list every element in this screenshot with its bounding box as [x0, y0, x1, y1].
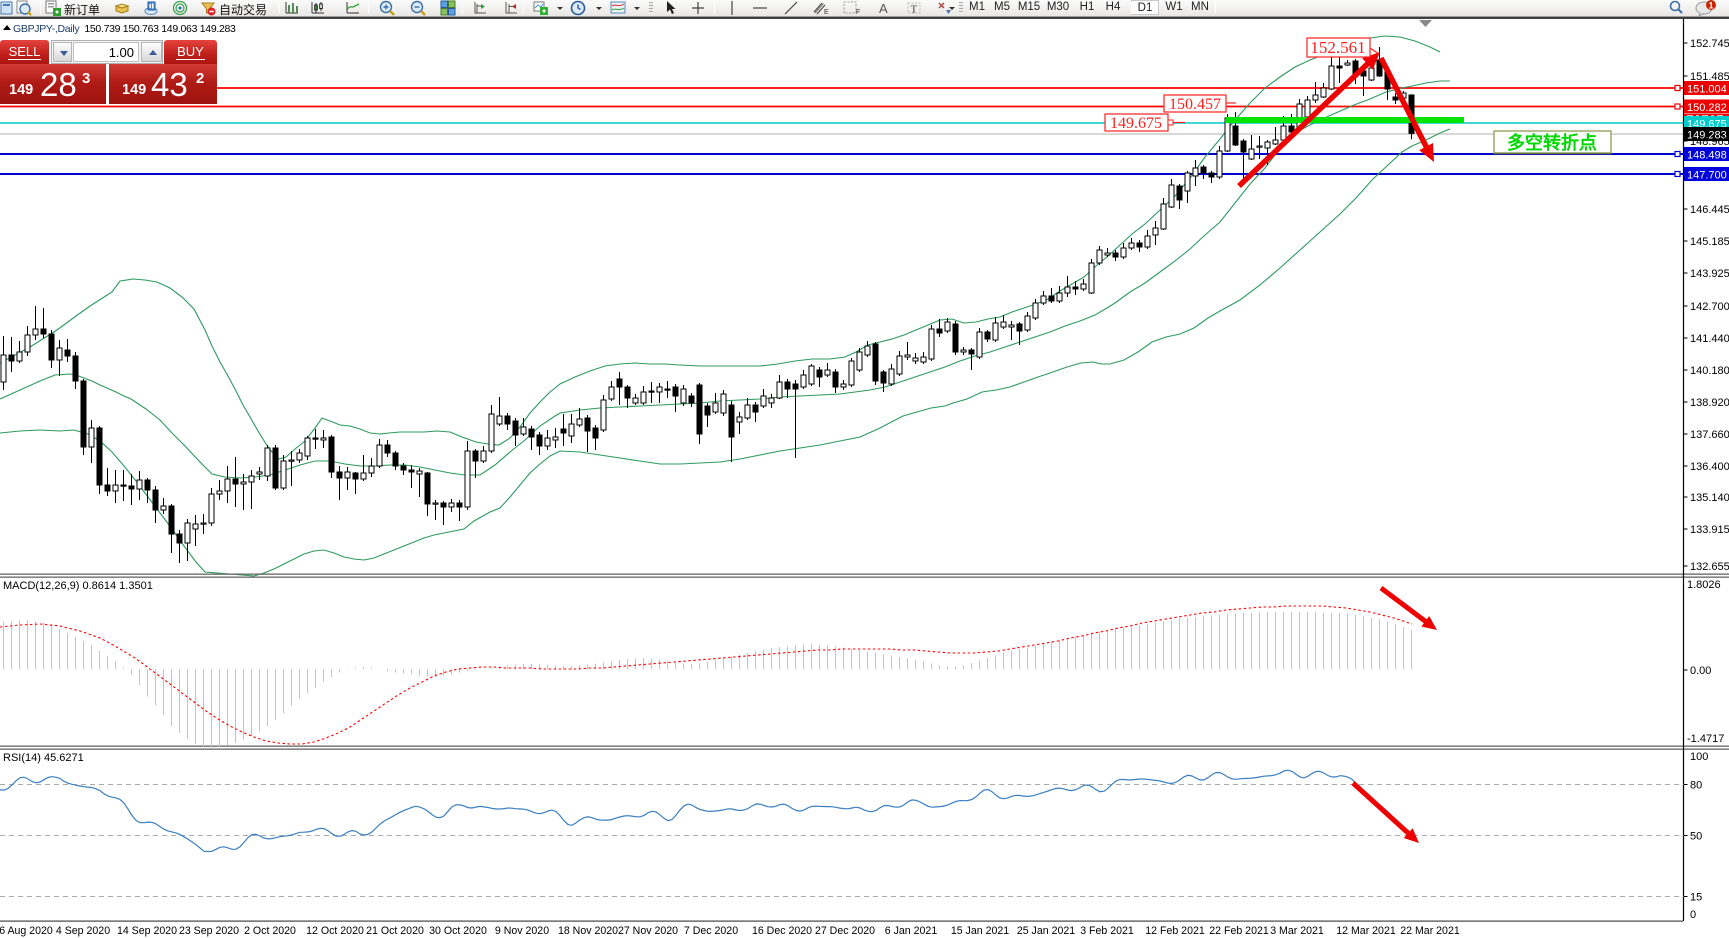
svg-text:136.400: 136.400: [1690, 461, 1729, 473]
svg-text:148.498: 148.498: [1687, 150, 1727, 162]
svg-text:27 Nov 2020: 27 Nov 2020: [618, 925, 678, 937]
svg-text:多空转折点: 多空转折点: [1507, 132, 1597, 153]
svg-text:1.8026: 1.8026: [1687, 579, 1721, 591]
svg-text:6 Jan 2021: 6 Jan 2021: [885, 925, 938, 937]
svg-text:21 Oct 2020: 21 Oct 2020: [366, 925, 424, 937]
svg-text:15 Jan 2021: 15 Jan 2021: [951, 925, 1009, 937]
svg-text:3 Mar 2021: 3 Mar 2021: [1270, 925, 1324, 937]
svg-text:132.655: 132.655: [1690, 561, 1729, 573]
svg-text:MACD(12,26,9) 0.8614 1.3501: MACD(12,26,9) 0.8614 1.3501: [3, 580, 153, 592]
svg-text:145.185: 145.185: [1690, 236, 1729, 248]
svg-text:27 Dec 2020: 27 Dec 2020: [815, 925, 875, 937]
svg-text:151.485: 151.485: [1690, 71, 1729, 83]
svg-text:142.700: 142.700: [1690, 301, 1729, 313]
svg-text:RSI(14) 45.6271: RSI(14) 45.6271: [3, 752, 84, 764]
svg-text:146.445: 146.445: [1690, 204, 1729, 216]
svg-text:12 Oct 2020: 12 Oct 2020: [306, 925, 364, 937]
svg-text:23 Sep 2020: 23 Sep 2020: [179, 925, 239, 937]
svg-text:14 Sep 2020: 14 Sep 2020: [117, 925, 177, 937]
svg-text:7 Dec 2020: 7 Dec 2020: [684, 925, 738, 937]
svg-text:143.925: 143.925: [1690, 268, 1729, 280]
svg-text:140.180: 140.180: [1690, 365, 1729, 377]
svg-text:A: A: [879, 1, 888, 16]
svg-text:F: F: [856, 9, 860, 16]
svg-text:15: 15: [1690, 892, 1702, 904]
svg-text:148.965: 148.965: [1690, 136, 1729, 148]
svg-text:141.440: 141.440: [1690, 333, 1729, 345]
svg-text:25 Jan 2021: 25 Jan 2021: [1017, 925, 1075, 937]
svg-text:6 Aug 2020: 6 Aug 2020: [0, 925, 53, 937]
svg-text:22 Feb 2021: 22 Feb 2021: [1209, 925, 1269, 937]
svg-text:133.915: 133.915: [1690, 524, 1729, 536]
svg-text:4 Sep 2020: 4 Sep 2020: [56, 925, 110, 937]
svg-text:12 Mar 2021: 12 Mar 2021: [1336, 925, 1396, 937]
svg-text:150.282: 150.282: [1687, 102, 1727, 114]
svg-text:2 Oct 2020: 2 Oct 2020: [244, 925, 296, 937]
svg-text:22 Mar 2021: 22 Mar 2021: [1400, 925, 1460, 937]
svg-text:149.283: 149.283: [1687, 130, 1727, 142]
svg-text:0: 0: [1690, 909, 1696, 921]
svg-text:3 Feb 2021: 3 Feb 2021: [1080, 925, 1134, 937]
svg-text:147.700: 147.700: [1687, 170, 1727, 182]
svg-text:152.745: 152.745: [1690, 38, 1729, 50]
svg-text:1: 1: [1708, 1, 1713, 11]
svg-text:50: 50: [1690, 831, 1702, 843]
svg-text:135.140: 135.140: [1690, 492, 1729, 504]
svg-text:12 Feb 2021: 12 Feb 2021: [1145, 925, 1205, 937]
svg-text:0.00: 0.00: [1690, 665, 1711, 677]
svg-text:E: E: [824, 9, 829, 16]
svg-text:16 Dec 2020: 16 Dec 2020: [752, 925, 812, 937]
svg-text:9 Nov 2020: 9 Nov 2020: [495, 925, 549, 937]
svg-text:80: 80: [1690, 780, 1702, 792]
svg-text:-1.4717: -1.4717: [1687, 733, 1724, 745]
svg-text:T: T: [911, 4, 918, 16]
svg-text:149.675: 149.675: [1110, 115, 1162, 132]
svg-text:137.660: 137.660: [1690, 429, 1729, 441]
svg-text:30 Oct 2020: 30 Oct 2020: [429, 925, 487, 937]
svg-text:151.004: 151.004: [1687, 84, 1727, 96]
svg-text:100: 100: [1690, 751, 1708, 763]
svg-text:150.457: 150.457: [1169, 96, 1221, 113]
svg-text:152.561: 152.561: [1310, 38, 1365, 57]
svg-text:138.920: 138.920: [1690, 397, 1729, 409]
svg-text:18 Nov 2020: 18 Nov 2020: [558, 925, 618, 937]
